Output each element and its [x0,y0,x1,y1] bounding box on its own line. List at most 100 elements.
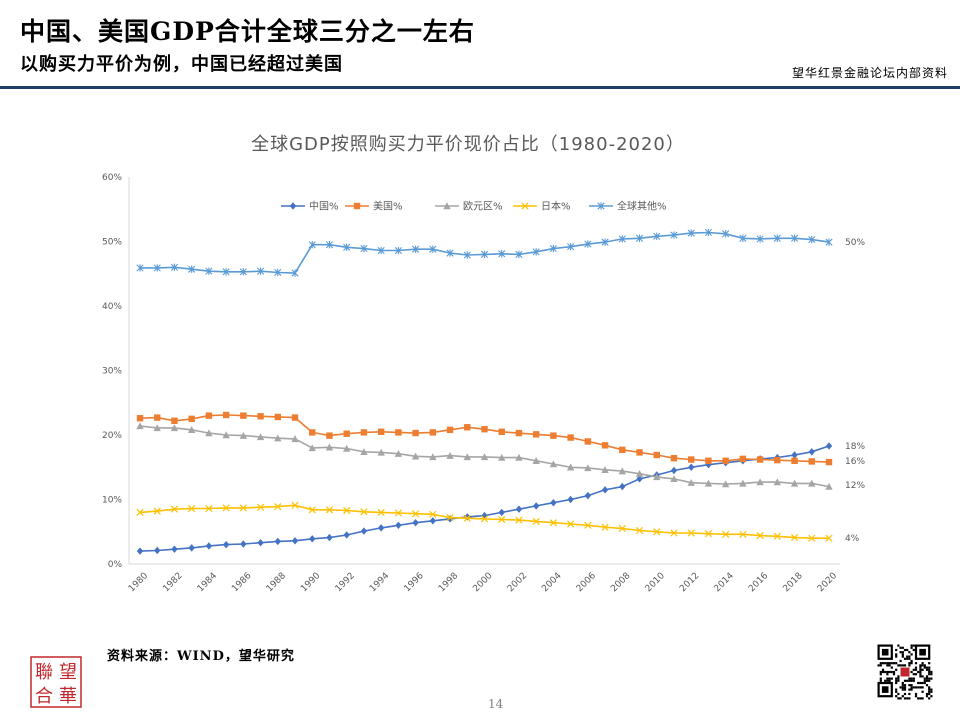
data-point [360,508,368,516]
chart-end-labels: 18% 16% 12% 4% 50% [845,238,865,544]
chart-container: 全球GDP按照购买力平价现价占比（1980-2020） 0% 10% 20% 30% 4… [0,120,960,620]
qr-module [886,677,889,680]
data-point [515,505,523,513]
data-point [154,546,161,555]
qr-module [908,677,911,680]
data-point [481,425,488,433]
y-tick-label: 0% [108,560,123,570]
qr-module [901,684,904,687]
series-line [139,504,829,539]
data-point [222,411,230,419]
qr-module [899,651,902,654]
qr-module [923,677,926,680]
qr-module [895,655,898,658]
data-point [705,460,712,469]
data-point [446,515,454,523]
data-point [291,435,299,443]
data-point [257,413,264,420]
qr-module [903,686,907,689]
data-point [239,504,247,512]
qr-module [914,668,918,671]
qr-finder-core [919,648,926,656]
qr-module [925,695,929,698]
qr-module [888,664,891,667]
qr-module [901,686,904,689]
data-point [498,508,505,517]
qr-module [912,679,915,682]
data-point [291,501,299,509]
qr-module [919,681,922,685]
qr-module [910,644,913,647]
qr-module [908,655,911,658]
qr-module [906,657,909,660]
data-point [790,479,799,487]
data-point [171,545,178,553]
qr-module [897,677,900,680]
chart-axes: 0% 10% 20% 30% 40% 50% 60% 1980 1982 1984 1986 1988… [102,173,840,594]
qr-module [914,666,918,669]
x-tick-label: 2012 [678,571,701,594]
qr-module [906,697,909,700]
data-point [653,451,660,459]
data-point [653,232,661,241]
data-point [377,448,385,456]
qr-module [910,659,913,663]
y-tick-label: 30% [102,367,122,377]
data-point [790,533,799,542]
data-point [653,528,661,536]
qr-module [928,697,931,700]
qr-module [921,668,924,671]
data-point [446,426,454,434]
data-point [153,264,161,272]
qr-module [919,686,922,689]
data-point [808,479,816,487]
data-point [239,431,248,439]
qr-module [928,662,931,665]
x-tick-label: 1998 [437,571,460,594]
chart-series-group [136,228,833,555]
data-point [532,517,540,526]
data-point [274,434,282,442]
data-point [566,463,575,471]
data-point [601,238,609,246]
data-point [480,453,489,461]
series-end-label: 50% [845,238,865,248]
data-point [618,524,626,533]
qr-module [895,690,898,693]
qr-module [908,662,911,665]
qr-module [886,673,889,676]
data-point [343,243,351,252]
data-point [309,429,316,436]
qr-module [925,675,929,678]
data-point [240,540,247,548]
data-point [446,249,454,257]
data-point [257,539,264,547]
qr-module [892,673,896,676]
data-point [722,530,730,538]
qr-module [919,697,922,700]
data-point [825,482,833,490]
qr-module [901,655,904,658]
data-point [532,457,540,464]
qr-module [921,697,924,700]
data-point [205,504,213,513]
data-point [635,526,644,535]
data-point [670,466,678,475]
data-point [205,412,213,419]
qr-module [910,686,913,689]
data-point [705,457,712,464]
page-subtitle: 以购买力平价为例，中国已经超过美国 [20,54,343,75]
data-point [773,478,782,486]
data-point [722,457,729,464]
data-point [325,443,334,451]
data-point [360,448,368,455]
qr-module [892,662,896,665]
x-tick-label: 1986 [230,571,253,594]
qr-module [917,670,920,674]
qr-code [876,643,934,701]
data-point [429,429,437,436]
data-point [325,506,334,514]
data-point [704,228,713,237]
qr-module [903,664,907,667]
data-point [532,502,540,510]
